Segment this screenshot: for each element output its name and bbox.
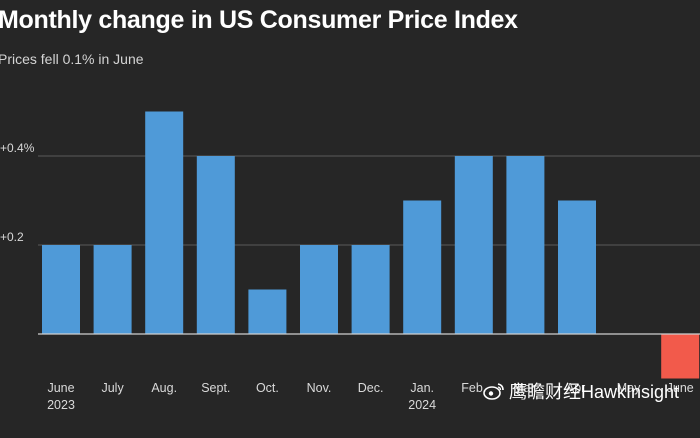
x-tick-label: May [617, 381, 641, 395]
bar-6 [300, 245, 338, 334]
chart-title: Monthly change in US Consumer Price Inde… [0, 6, 518, 34]
tick-labels: +0.2 +0.4% June 2023 July Aug. Sept. Oct. Nov. De… [0, 141, 694, 412]
bar-2 [93, 245, 132, 334]
x-tick-label: Oct. [256, 381, 279, 395]
watermark-text: 鹰瞻财经HawkInsight [509, 382, 680, 402]
x-year-label: 2023 [47, 398, 75, 412]
x-tick-label: Sept. [201, 381, 230, 395]
bar-7 [351, 245, 390, 334]
bar-10 [506, 156, 545, 334]
x-tick-label: July [101, 381, 124, 395]
gridlines [38, 155, 700, 246]
chart-subtitle: Prices fell 0.1% in June [0, 51, 144, 67]
x-tick-label: June [47, 381, 74, 395]
bar-11 [558, 200, 596, 334]
watermark: 鹰瞻财经HawkInsight [483, 378, 679, 404]
x-tick-label: Mar. [513, 381, 537, 395]
bar-13 [661, 334, 700, 379]
x-year-label: 2024 [408, 398, 436, 412]
bar-4 [196, 156, 235, 334]
bar-3 [145, 111, 184, 334]
x-tick-label: Jan. [410, 381, 434, 395]
y-tick-label: +0.2 [0, 230, 24, 244]
bar-9 [454, 156, 493, 334]
x-tick-label: Nov. [307, 381, 332, 395]
bar-1 [42, 245, 80, 334]
x-tick-label: Feb. [461, 381, 486, 395]
bar-5 [248, 289, 287, 334]
weibo-icon [483, 383, 504, 400]
bars [42, 111, 700, 379]
x-tick-label: Dec. [358, 381, 384, 395]
x-tick-label: Apr. [566, 381, 588, 395]
y-tick-label: +0.4% [0, 141, 35, 155]
x-tick-label: Aug. [151, 381, 177, 395]
bar-8 [403, 200, 442, 334]
x-tick-label: June [667, 381, 694, 395]
